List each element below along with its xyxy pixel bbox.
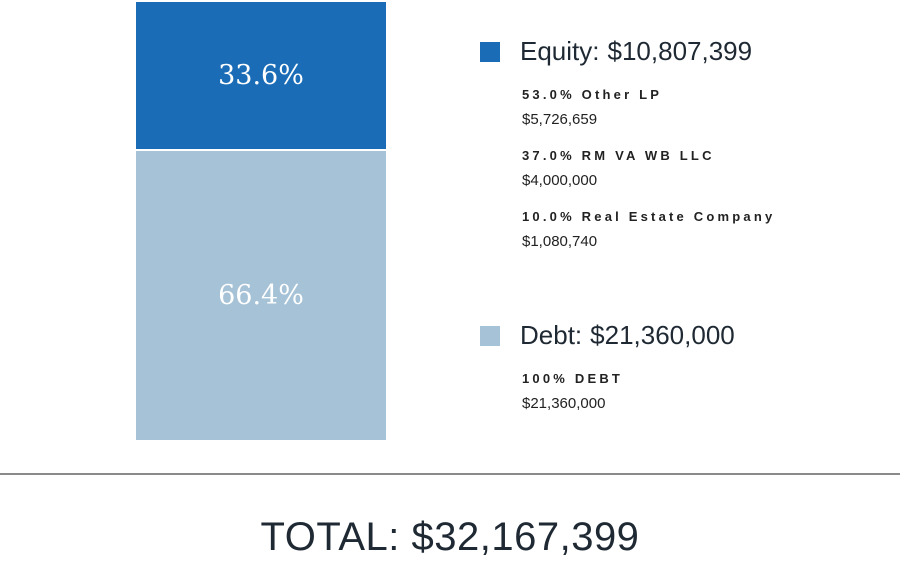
breakdown-value: $21,360,000	[522, 395, 606, 412]
breakdown-item-debt: 100% DEBT $21,360,000	[522, 371, 890, 412]
bar-segment-equity: 33.6%	[136, 2, 386, 150]
legend-head-debt: Debt: $21,360,000	[480, 320, 890, 351]
breakdown-title: 37.0% RM VA WB LLC	[522, 148, 715, 163]
breakdown-item-other-lp: 53.0% Other LP $5,726,659	[522, 87, 890, 128]
breakdown-title: 10.0% Real Estate Company	[522, 209, 776, 224]
data-label-equity: 33.6%	[218, 60, 304, 92]
breakdown-title: 53.0% Other LP	[522, 87, 663, 102]
legend-label-debt: Debt:	[520, 320, 583, 350]
breakdown-item-real-estate: 10.0% Real Estate Company $1,080,740	[522, 209, 890, 250]
equity-swatch-icon	[480, 41, 500, 62]
debt-swatch-icon	[480, 325, 500, 346]
breakdown-value: $4,000,000	[522, 172, 598, 189]
legend-head-equity: Equity: $10,807,399	[480, 36, 890, 67]
bar-segment-debt: 66.4%	[136, 149, 386, 440]
stacked-bar: 33.6% 66.4%	[136, 2, 386, 440]
legend-group-debt: Debt: $21,360,000 100% DEBT $21,360,000	[480, 320, 890, 412]
divider	[0, 473, 900, 475]
legend-amount-equity: $10,807,399	[607, 36, 753, 66]
data-label-debt: 66.4%	[218, 280, 304, 312]
breakdown-value: $5,726,659	[522, 111, 598, 128]
breakdown-item-rm-va-wb: 37.0% RM VA WB LLC $4,000,000	[522, 148, 890, 189]
legend-label-equity: Equity:	[520, 36, 600, 66]
breakdown-value: $1,080,740	[522, 233, 598, 250]
total-label: TOTAL: $32,167,399	[260, 515, 640, 559]
legend-group-equity: Equity: $10,807,399 53.0% Other LP $5,72…	[480, 36, 890, 250]
legend-amount-debt: $21,360,000	[590, 320, 735, 350]
breakdown-title: 100% DEBT	[522, 371, 624, 386]
